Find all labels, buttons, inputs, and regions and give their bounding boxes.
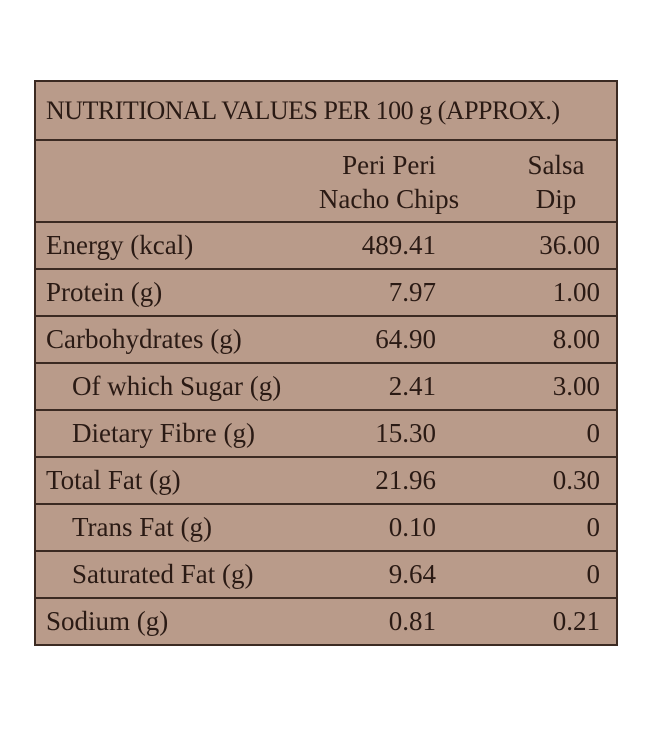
column-header-nacho-chips: Peri Peri Nacho Chips <box>294 148 484 216</box>
column-header-nacho-line1: Peri Peri <box>342 150 436 180</box>
nutrition-table: NUTRITIONAL VALUES PER 100 g (APPROX.) P… <box>34 80 618 646</box>
row-label: Total Fat (g) <box>46 465 181 495</box>
row-label: Trans Fat (g) <box>72 512 213 542</box>
table-row-carbohydrates: Carbohydrates (g) 64.90 8.00 <box>36 317 616 364</box>
salsa-value: 8.00 <box>552 324 600 354</box>
nacho-value: 2.41 <box>388 371 436 401</box>
row-label: Saturated Fat (g) <box>72 559 254 589</box>
table-title: NUTRITIONAL VALUES PER 100 g (APPROX.) <box>36 82 616 141</box>
salsa-value: 0.30 <box>552 465 600 495</box>
row-label: Dietary Fibre (g) <box>72 418 255 448</box>
nacho-value: 64.90 <box>375 324 436 354</box>
salsa-value: 36.00 <box>539 230 600 260</box>
nacho-value: 7.97 <box>388 277 436 307</box>
table-row-dietary-fibre: Dietary Fibre (g) 15.30 0 <box>36 411 616 458</box>
table-row-energy: Energy (kcal) 489.41 36.00 <box>36 223 616 270</box>
column-header-salsa-line1: Salsa <box>527 150 585 180</box>
table-row-trans-fat: Trans Fat (g) 0.10 0 <box>36 505 616 552</box>
row-label: Carbohydrates (g) <box>46 324 242 354</box>
nacho-value: 15.30 <box>375 418 436 448</box>
column-header-salsa-line2: Dip <box>535 184 577 214</box>
table-row-saturated-fat: Saturated Fat (g) 9.64 0 <box>36 552 616 599</box>
column-header-row: Peri Peri Nacho Chips Salsa Dip <box>36 141 616 223</box>
salsa-value: 0 <box>586 512 601 542</box>
salsa-value: 3.00 <box>552 371 600 401</box>
nacho-value: 21.96 <box>375 465 436 495</box>
table-row-total-fat: Total Fat (g) 21.96 0.30 <box>36 458 616 505</box>
salsa-value: 1.00 <box>552 277 600 307</box>
salsa-value: 0.21 <box>552 606 600 636</box>
salsa-value: 0 <box>586 559 601 589</box>
nacho-value: 489.41 <box>361 230 436 260</box>
nacho-value: 0.10 <box>388 512 436 542</box>
row-label: Sodium (g) <box>46 606 169 636</box>
salsa-value: 0 <box>586 418 601 448</box>
table-row-sugar: Of which Sugar (g) 2.41 3.00 <box>36 364 616 411</box>
row-label: Protein (g) <box>46 277 163 307</box>
column-header-nacho-line2: Nacho Chips <box>318 184 460 214</box>
nacho-value: 0.81 <box>388 606 436 636</box>
table-row-protein: Protein (g) 7.97 1.00 <box>36 270 616 317</box>
row-label: Of which Sugar (g) <box>72 371 282 401</box>
row-label: Energy (kcal) <box>46 230 194 260</box>
nacho-value: 9.64 <box>388 559 436 589</box>
table-row-sodium: Sodium (g) 0.81 0.21 <box>36 599 616 646</box>
column-header-salsa-dip: Salsa Dip <box>506 148 606 216</box>
